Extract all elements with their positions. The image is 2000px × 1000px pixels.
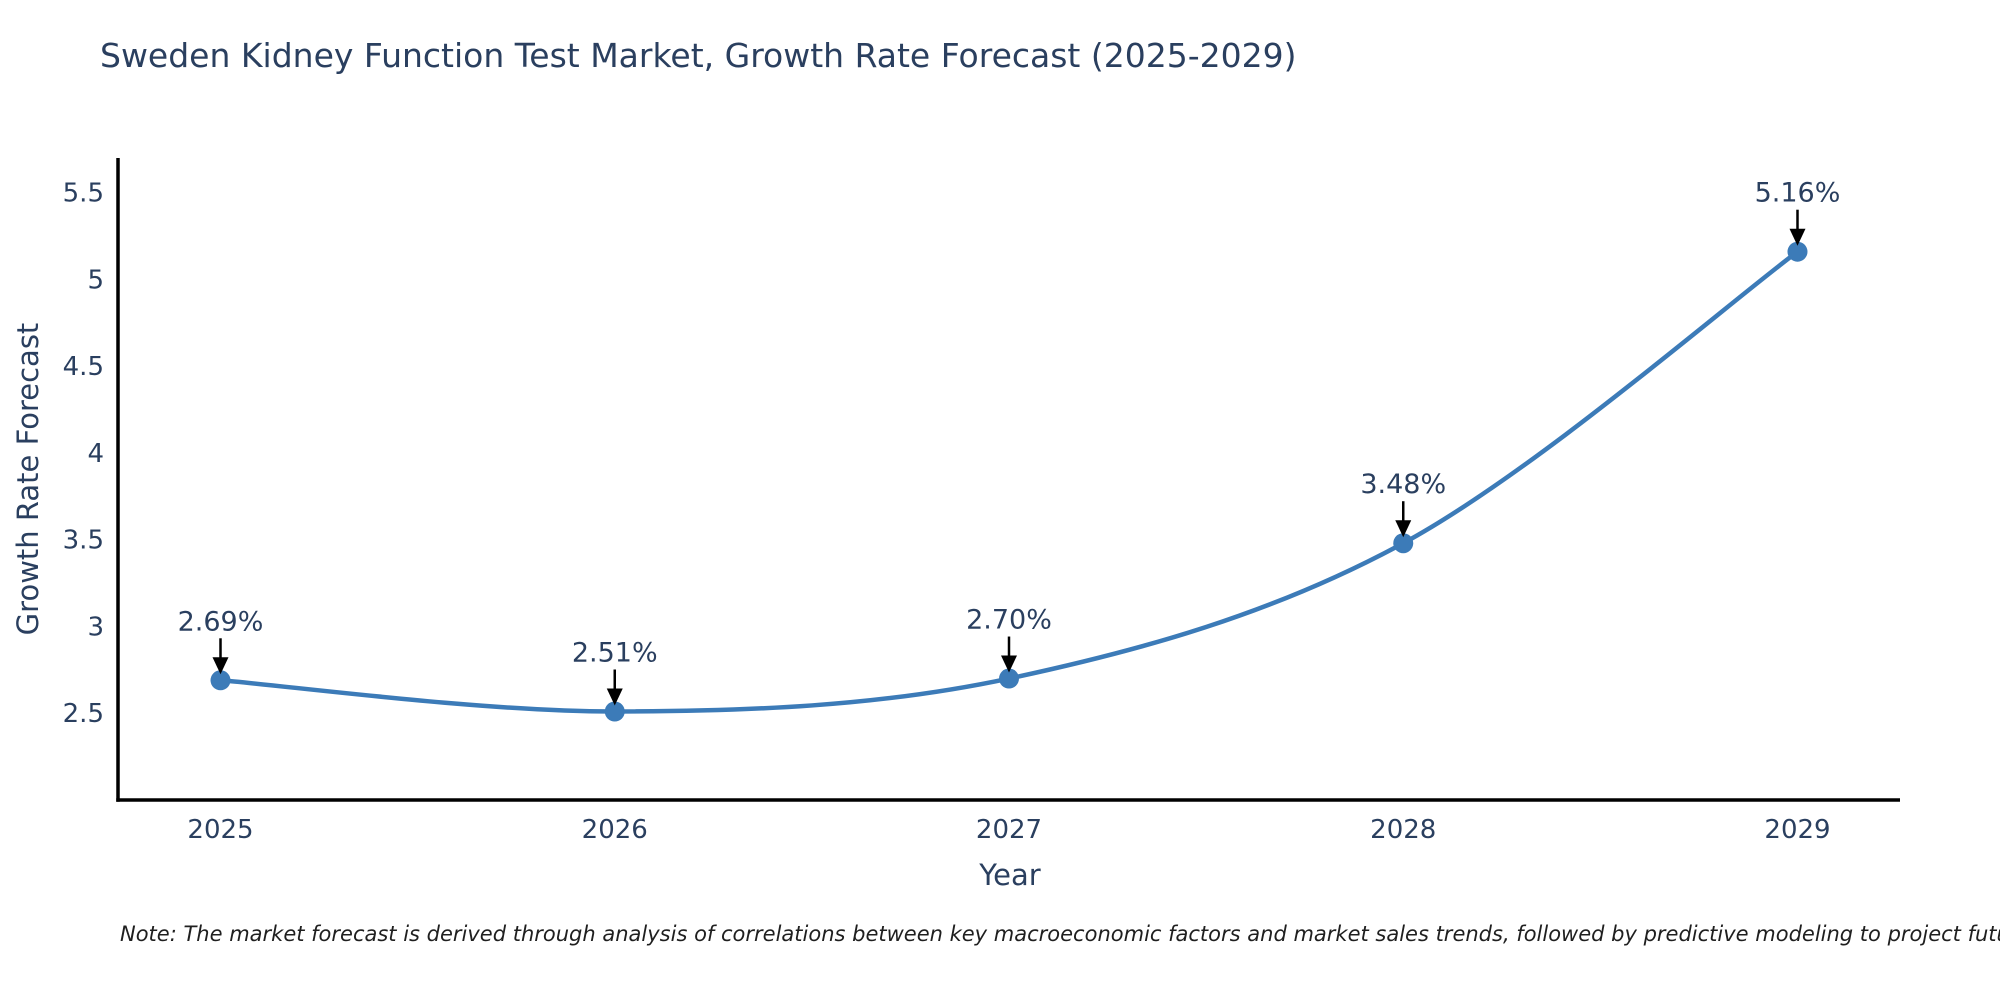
x-tick-label: 2027 [976, 815, 1042, 845]
y-tick-label: 3.5 [63, 526, 104, 556]
y-tick-label: 2.5 [63, 699, 104, 729]
data-point-marker [210, 670, 231, 691]
x-axis-title: Year [979, 858, 1041, 892]
trend-line [218, 249, 1800, 714]
annotation-arrow-head [606, 688, 623, 706]
x-tick-label: 2025 [187, 815, 253, 845]
data-point-marker [999, 668, 1019, 689]
x-tick-label: 2028 [1370, 815, 1436, 845]
y-tick-label: 3 [87, 612, 104, 642]
annotation-label: 5.16% [1755, 178, 1841, 209]
x-tick-label: 2026 [582, 815, 648, 845]
y-tick-label: 4 [87, 439, 104, 469]
data-point-marker [1393, 533, 1414, 554]
data-point-marker [1787, 241, 1808, 262]
y-axis-title: Growth Rate Forecast [11, 322, 45, 636]
chart-title: Sweden Kidney Function Test Market, Grow… [100, 36, 1297, 75]
data-point-marker [604, 701, 625, 722]
annotation-label: 2.69% [178, 606, 264, 637]
note-text: Note: The market forecast is derived thr… [120, 922, 2000, 946]
y-tick-label: 4.5 [63, 352, 104, 382]
annotation-label: 2.51% [572, 638, 658, 669]
annotation-arrow-head [1789, 228, 1806, 246]
x-tick-label: 2029 [1764, 815, 1830, 845]
y-tick-label: 5 [87, 265, 104, 295]
annotation-label: 3.48% [1360, 469, 1446, 500]
annotation-arrow-head [1395, 520, 1412, 538]
annotation-arrow-head [1001, 655, 1017, 673]
y-tick-label: 5.5 [63, 179, 104, 209]
annotation-arrow-head [212, 657, 229, 675]
annotation-label: 2.70% [966, 605, 1052, 636]
